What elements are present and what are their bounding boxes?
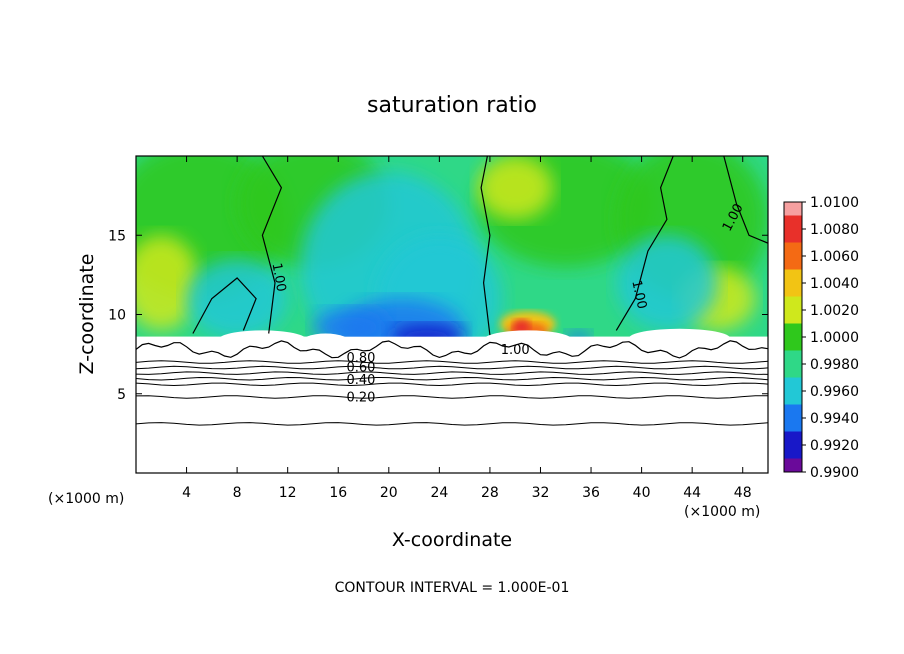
y-tick-label: 5 [117,387,126,403]
colorbar-label: 1.0020 [810,303,859,319]
colorbar-cell [784,202,802,216]
colorbar-label: 0.9940 [810,411,859,427]
colorbar-label: 1.0060 [810,249,859,265]
colorbar: 1.0100 1.0080 1.0060 1.0040 1.0020 1.0000 0.99… [783,195,859,481]
colorbar-cell [784,445,802,459]
colorbar-label: 0.9980 [810,357,859,373]
contour-line [136,371,768,375]
contour-line [192,277,257,334]
x-tick-label: 32 [532,485,550,501]
contour-label: 1.00 [628,279,649,310]
contour-line [136,340,768,359]
x-axis-label: X-coordinate [392,529,512,551]
colorbar-cell [784,418,802,432]
field-blob [300,333,351,353]
colorbar-cell [784,256,802,270]
x-tick-label: 44 [683,485,701,501]
x-unit-label-right: (×1000 m) [684,504,760,520]
x-unit-label-left: (×1000 m) [48,491,124,507]
x-tick-label: 8 [233,485,242,501]
contour-line [136,376,768,381]
x-tick-label: 4 [182,485,191,501]
colorbar-cell [784,283,802,297]
x-tick-label: 16 [329,485,347,501]
y-axis-ticks: 5 10 15 [108,228,768,403]
contour-interval-note: CONTOUR INTERVAL = 1.000E-01 [335,580,570,596]
colorbar-cell [784,310,802,324]
x-tick-label: 12 [279,485,297,501]
contour-lines [136,156,768,426]
field-blob [477,156,554,220]
colorbar-cell [784,377,802,391]
contour-label: 0.20 [347,391,376,406]
field-blob [218,330,307,350]
x-axis-ticks: 4 8 12 16 20 24 28 32 36 40 44 48 [182,156,752,501]
contour-label: 0.80 [347,351,376,366]
heatmap-field [136,156,768,473]
contour-line [261,156,283,334]
x-tick-label: 36 [582,485,600,501]
field-blob [628,328,731,348]
colorbar-cell [784,229,802,243]
contour-line [723,156,768,244]
contour-label: 0.40 [347,373,376,388]
colorbar-label: 1.0100 [810,195,859,211]
colorbar-label: 1.0080 [810,222,859,238]
field-blob [616,235,718,331]
contour-label: 1.00 [269,262,289,293]
contour-line [480,156,491,336]
x-tick-label: 48 [734,485,752,501]
colorbar-label: 0.9920 [810,438,859,454]
colorbar-cell [784,364,802,378]
y-axis-label: Z-coordinate [76,254,98,375]
x-tick-label: 40 [633,485,651,501]
field-unshaded [136,336,768,473]
contour-line [136,422,768,426]
colorbar-cell [784,431,802,445]
y-tick-label: 10 [108,308,126,324]
colorbar-cell [784,458,802,472]
colorbar-cell [784,215,802,229]
x-tick-label: 28 [481,485,499,501]
colorbar-cell [784,404,802,418]
colorbar-cell [784,242,802,256]
colorbar-cell [784,350,802,364]
colorbar-label: 0.9900 [810,465,859,481]
contour-line [136,360,768,364]
contour-label: 0.60 [347,361,376,376]
x-tick-label: 24 [430,485,448,501]
contour-line [136,395,768,399]
colorbar-cell [784,337,802,351]
colorbar-label: 1.0040 [810,276,859,292]
colorbar-label: 0.9960 [810,384,859,400]
colorbar-cell [784,269,802,283]
chart-title: saturation ratio [367,93,537,118]
colorbar-label: 1.0000 [810,330,859,346]
colorbar-cell [784,323,802,337]
field-blob [483,330,573,350]
contour-line [136,382,768,387]
contour-label: 1.00 [501,343,530,358]
colorbar-cell [784,296,802,310]
field-blob [186,259,288,339]
x-tick-label: 20 [380,485,398,501]
y-tick-label: 15 [108,228,126,244]
colorbar-cell [784,391,802,405]
field-blob [136,235,200,331]
contour-line [615,156,674,331]
contour-line [136,365,768,370]
